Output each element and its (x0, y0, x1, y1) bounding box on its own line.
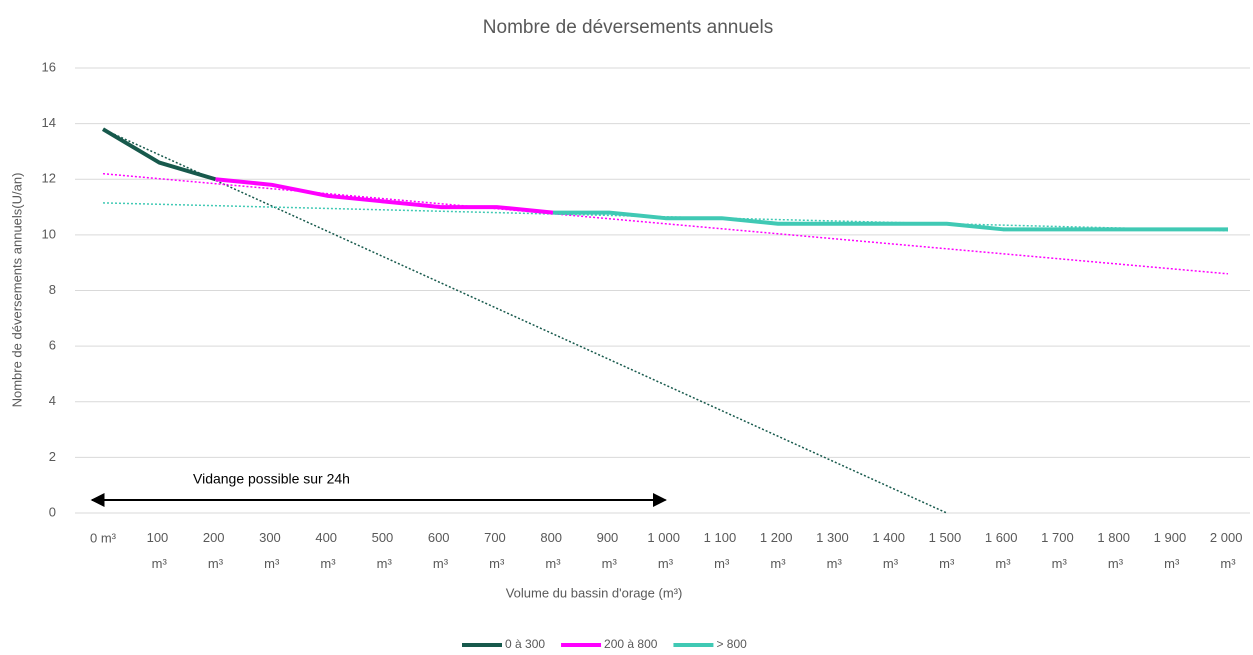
y-tick-label: 0 (49, 504, 56, 519)
legend-label: 0 à 300 (505, 637, 545, 651)
legend-label: > 800 (716, 637, 747, 651)
y-tick-label: 10 (42, 226, 56, 241)
x-tick-label: 0 m³ (90, 530, 117, 545)
x-tick-label: 2 000 m³ (1210, 530, 1246, 571)
x-tick-label: 1 200 m³ (760, 530, 796, 571)
y-tick-label: 16 (42, 59, 56, 74)
x-tick-label: 1 000 m³ (647, 530, 683, 571)
x-tick-label: 500 m³ (372, 530, 397, 571)
x-tick-label: 1 800 m³ (1097, 530, 1133, 571)
trendline (102, 128, 948, 514)
x-tick-label: 600 m³ (428, 530, 453, 571)
chart-title: Nombre de déversements annuels (483, 17, 773, 38)
y-tick-label: 2 (49, 449, 56, 464)
x-tick-label: 1 100 m³ (704, 530, 740, 571)
x-tick-label: 900 m³ (597, 530, 622, 571)
y-tick-label: 4 (49, 393, 56, 408)
x-tick-label: 1 700 m³ (1041, 530, 1077, 571)
x-tick-label: 800 m³ (540, 530, 565, 571)
x-tick-label: 1 500 m³ (929, 530, 965, 571)
trendline (102, 202, 1229, 232)
x-tick-label: 100 m³ (147, 530, 172, 571)
series-line (101, 127, 217, 182)
x-tick-label: 200 m³ (203, 530, 228, 571)
annotation-text: Vidange possible sur 24h (193, 471, 350, 487)
x-tick-label: 400 m³ (315, 530, 340, 571)
x-tick-label: 1 300 m³ (816, 530, 852, 571)
y-tick-label: 14 (42, 115, 56, 130)
x-tick-label: 1 600 m³ (985, 530, 1021, 571)
x-tick-label: 1 900 m³ (1154, 530, 1190, 571)
trendline (102, 172, 1229, 275)
y-axis-title: Nombre de déversements annuels(U/an) (9, 173, 24, 408)
legend-label: 200 à 800 (604, 637, 658, 651)
y-tick-label: 8 (49, 282, 56, 297)
series-line (553, 210, 1228, 232)
x-tick-label: 300 m³ (259, 530, 284, 571)
x-axis-title: Volume du bassin d'orage (m³) (506, 585, 683, 600)
x-tick-label: 700 m³ (484, 530, 509, 571)
x-tick-label: 1 400 m³ (872, 530, 908, 571)
y-tick-label: 6 (49, 338, 56, 353)
series-line (215, 177, 554, 215)
y-tick-label: 12 (42, 171, 56, 186)
